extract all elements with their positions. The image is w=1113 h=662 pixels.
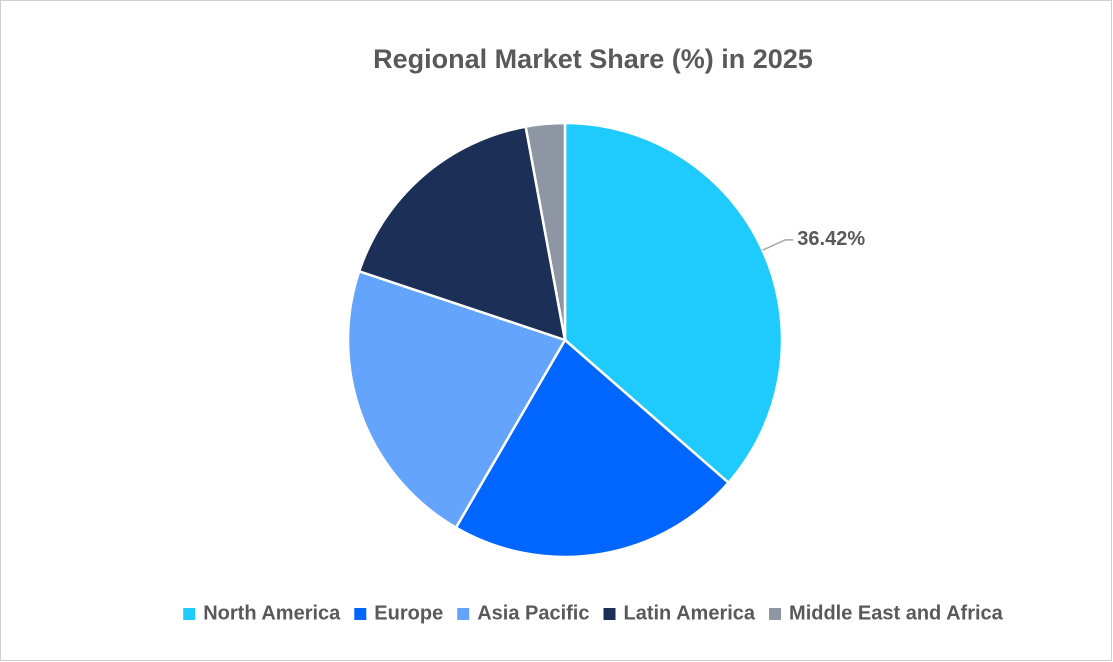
legend-label: North America: [203, 602, 341, 624]
legend-swatch: [183, 608, 196, 620]
leader-line: [762, 239, 794, 251]
pie-slice: [454, 338, 731, 559]
legend-swatch: [457, 608, 470, 620]
legend-swatch: [354, 608, 367, 620]
pie-slice: [524, 121, 567, 341]
legend-swatch: [769, 608, 782, 620]
data-label: 36.42%: [797, 228, 865, 250]
pie-slice: [563, 121, 784, 485]
legend-label: Middle East and Africa: [789, 602, 1004, 624]
pie-slice: [357, 125, 567, 342]
pie-slice: [346, 269, 567, 530]
legend-label: Asia Pacific: [477, 602, 589, 624]
chart-title: Regional Market Share (%) in 2025: [373, 44, 813, 74]
legend-swatch: [603, 608, 616, 620]
legend-label: Europe: [374, 602, 443, 624]
legend-label: Latin America: [624, 602, 756, 624]
